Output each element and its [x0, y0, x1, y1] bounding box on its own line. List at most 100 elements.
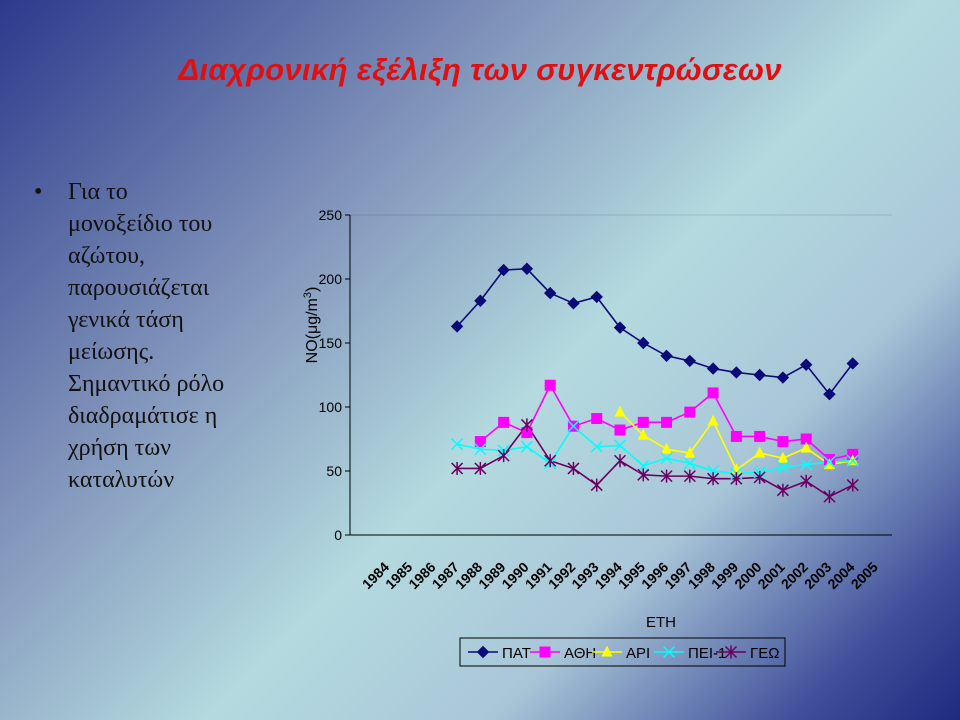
- data-point: [707, 387, 719, 399]
- y-tick-label: 150: [319, 335, 343, 351]
- data-point: [613, 321, 627, 334]
- y-axis-label: NO(μg/m3): [302, 287, 321, 364]
- data-point: [637, 416, 649, 428]
- data-point: [776, 371, 790, 384]
- data-point: [730, 472, 743, 486]
- data-point: [591, 413, 603, 425]
- data-point: [823, 387, 836, 401]
- data-point: [497, 449, 510, 463]
- data-point: [520, 440, 533, 453]
- data-point: [520, 262, 534, 275]
- legend-item: ΑΘΗ: [530, 645, 596, 662]
- data-point: [754, 430, 766, 442]
- data-point: [823, 458, 835, 470]
- data-point: [707, 414, 719, 426]
- legend-label: ΑΘΗ: [564, 645, 596, 662]
- data-point: [590, 290, 603, 304]
- data-point: [544, 379, 556, 391]
- data-point: [754, 446, 766, 458]
- data-point: [730, 366, 743, 379]
- data-point: [613, 439, 627, 452]
- data-point: [451, 438, 464, 451]
- data-point: [683, 469, 696, 483]
- data-point: [614, 424, 626, 436]
- x-tick-label: 2005: [848, 559, 881, 592]
- slide-title: Διαχρονική εξέλιξη των συγκεντρώσεων: [178, 52, 782, 87]
- data-point: [660, 469, 673, 483]
- data-point: [846, 478, 859, 492]
- data-point: [823, 456, 836, 469]
- data-point: [661, 416, 673, 428]
- data-point: [520, 418, 533, 432]
- data-point: [450, 320, 464, 333]
- data-point: [800, 474, 813, 488]
- data-point: [474, 443, 487, 456]
- data-point: [823, 490, 836, 504]
- data-point: [451, 461, 464, 475]
- data-point: [661, 442, 673, 454]
- data-point: [567, 420, 580, 433]
- series-line-1: [456, 267, 854, 396]
- data-point: [637, 428, 649, 440]
- data-point: [637, 459, 650, 472]
- data-point: [799, 358, 813, 371]
- legend-marker: [724, 645, 738, 659]
- data-point: [613, 454, 627, 468]
- data-point: [474, 461, 487, 475]
- series-line-5: [457, 423, 854, 498]
- bullet-text: Για το μονοξείδιο του αζώτου, παρουσιάζε…: [68, 179, 225, 493]
- data-point: [800, 433, 812, 445]
- data-point: [567, 297, 580, 310]
- data-point: [800, 441, 812, 453]
- data-point: [684, 406, 696, 418]
- legend-marker: [476, 645, 490, 659]
- data-point: [497, 263, 510, 277]
- data-point: [637, 468, 650, 482]
- data-point: [544, 454, 557, 468]
- data-point: [567, 461, 580, 475]
- legend-item: ΑΡΙ: [592, 645, 650, 662]
- data-point: [683, 354, 697, 368]
- data-point: [777, 451, 789, 463]
- data-point: [753, 368, 766, 382]
- data-point: [590, 440, 603, 453]
- bullet-list: • Για το μονοξείδιο του αζώτου, παρουσιά…: [34, 176, 270, 496]
- legend-label: ΠΑΤ: [502, 645, 531, 662]
- legend-label: ΑΡΙ: [626, 645, 650, 662]
- y-tick-label: 200: [319, 271, 343, 287]
- legend-marker: [601, 645, 613, 657]
- y-tick-label: 50: [326, 463, 342, 479]
- legend-marker: [662, 645, 676, 659]
- data-point: [521, 427, 533, 439]
- data-point: [707, 472, 720, 486]
- y-tick-label: 100: [319, 399, 343, 415]
- legend-item: ΠΕΙ-1: [654, 645, 726, 662]
- data-point: [777, 436, 789, 448]
- data-point: [776, 461, 789, 474]
- series-line-4: [456, 424, 853, 475]
- data-point: [543, 286, 557, 300]
- data-point: [730, 430, 742, 442]
- x-axis-label: ΕΤΗ: [646, 614, 676, 631]
- bullet-icon: •: [34, 179, 43, 205]
- y-tick-label: 250: [319, 207, 343, 223]
- legend-label: ΓΕΩ: [750, 645, 779, 662]
- legend-marker: [539, 646, 551, 658]
- data-point: [706, 362, 720, 375]
- data-point: [590, 478, 603, 492]
- legend-item: ΓΕΩ: [716, 645, 779, 662]
- y-tick-label: 0: [334, 527, 342, 543]
- data-point: [800, 458, 813, 471]
- data-point: [776, 483, 789, 497]
- data-point: [846, 357, 859, 370]
- data-point: [753, 470, 766, 484]
- data-point: [498, 416, 510, 428]
- data-point: [474, 294, 487, 307]
- legend-item: ΠΑΤ: [468, 645, 531, 662]
- legend-label: ΠΕΙ-1: [688, 645, 726, 662]
- data-point: [660, 349, 673, 363]
- data-point: [684, 446, 696, 458]
- data-point: [683, 457, 696, 470]
- data-point: [660, 452, 673, 465]
- data-point: [474, 436, 486, 448]
